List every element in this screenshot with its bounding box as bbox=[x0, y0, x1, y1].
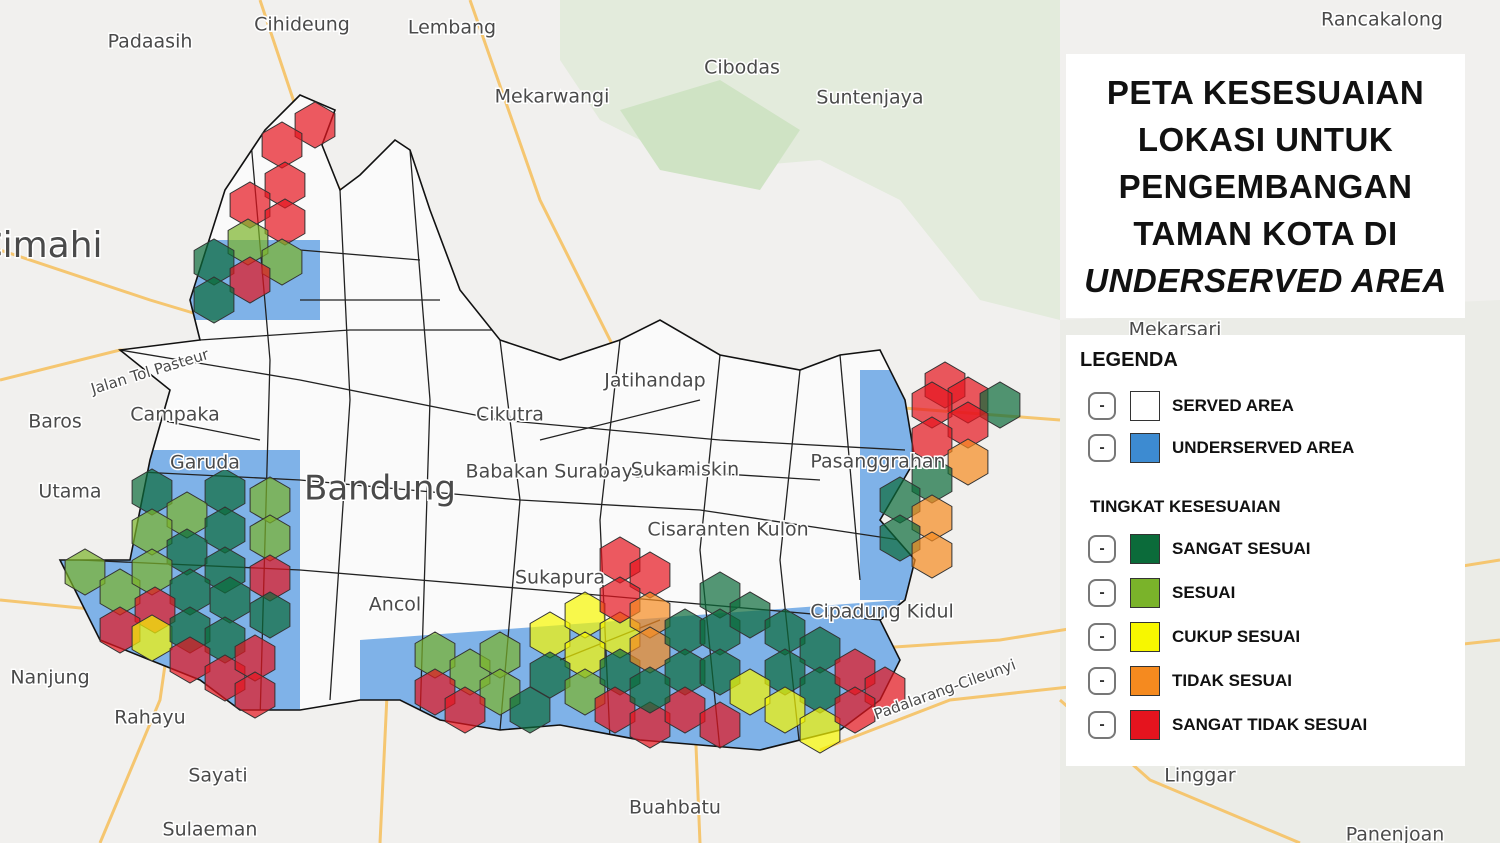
legend-item: - SANGAT TIDAK SESUAI bbox=[1088, 708, 1367, 742]
legend-label: SERVED AREA bbox=[1172, 396, 1294, 415]
place-label: Cipadung Kidul bbox=[810, 601, 954, 623]
place-label: Babakan Surabaya bbox=[466, 461, 645, 483]
place-label: Sayati bbox=[188, 765, 247, 787]
legend-swatch bbox=[1130, 534, 1160, 564]
hex-grid bbox=[64, 101, 1021, 754]
place-label: Cisaranten Kulon bbox=[647, 519, 808, 541]
place-label: Bandung bbox=[304, 469, 456, 509]
legend-item: - SESUAI bbox=[1088, 576, 1235, 610]
legend-label: TIDAK SESUAI bbox=[1172, 671, 1292, 690]
legend-item: - UNDERSERVED AREA bbox=[1088, 431, 1354, 465]
place-label: Mekarwangi bbox=[495, 86, 610, 108]
hexagon bbox=[879, 514, 921, 562]
legend-panel: LEGENDA - SERVED AREA - UNDERSERVED AREA TING… bbox=[1066, 335, 1465, 766]
place-label: Cikutra bbox=[476, 404, 544, 426]
hexagon bbox=[947, 438, 989, 486]
legend-heading: LEGENDA bbox=[1080, 349, 1178, 371]
hexagon bbox=[699, 701, 741, 749]
legend-swatch bbox=[1130, 666, 1160, 696]
hexagon bbox=[729, 668, 771, 716]
legend-item: - SERVED AREA bbox=[1088, 389, 1294, 423]
place-label: Rahayu bbox=[114, 707, 185, 729]
hexagon bbox=[99, 606, 141, 654]
hexagon bbox=[911, 531, 953, 579]
legend-item: - TIDAK SESUAI bbox=[1088, 664, 1292, 698]
legend-label: SANGAT SESUAI bbox=[1172, 539, 1311, 558]
place-label: Baros bbox=[28, 411, 82, 433]
title-panel: PETA KESESUAIAN LOKASI UNTUK PENGEMBANGAN T… bbox=[1066, 54, 1465, 318]
place-label: Ancol bbox=[369, 594, 421, 616]
place-label: Utama bbox=[38, 481, 101, 503]
place-label: Suntenjaya bbox=[816, 87, 923, 109]
place-label: Cibodas bbox=[704, 57, 780, 79]
title-line: PETA KESESUAIAN bbox=[1106, 73, 1425, 111]
toggle-button[interactable]: - bbox=[1088, 623, 1116, 651]
legend-item: - CUKUP SESUAI bbox=[1088, 620, 1300, 654]
hexagon bbox=[529, 651, 571, 699]
hexagon bbox=[193, 276, 235, 324]
place-label: Campaka bbox=[130, 404, 219, 426]
place-label: Nanjung bbox=[10, 667, 89, 689]
hexagon bbox=[764, 686, 806, 734]
hexagon bbox=[729, 591, 771, 639]
legend-swatch bbox=[1130, 578, 1160, 608]
toggle-button[interactable]: - bbox=[1088, 392, 1116, 420]
legend-swatch bbox=[1130, 622, 1160, 652]
hexagon bbox=[229, 256, 271, 304]
title-line: UNDERSERVED AREA bbox=[1084, 261, 1447, 299]
toggle-button[interactable]: - bbox=[1088, 579, 1116, 607]
hexagon bbox=[261, 238, 303, 286]
hexagon bbox=[234, 671, 276, 719]
hexagon bbox=[64, 548, 106, 596]
place-label: Sulaeman bbox=[163, 819, 258, 841]
place-labels: Cihideung Lembang Padaasih Rancakalong Cibod… bbox=[0, 7, 1446, 843]
place-label: Garuda bbox=[170, 452, 240, 474]
legend-label: UNDERSERVED AREA bbox=[1172, 438, 1355, 457]
title-line: LOKASI UNTUK bbox=[1137, 120, 1394, 158]
place-label: Cimahi bbox=[0, 225, 103, 266]
hexagon bbox=[979, 381, 1021, 429]
toggle-button[interactable]: - bbox=[1088, 535, 1116, 563]
hexagon bbox=[629, 666, 671, 714]
place-label: Sukapura bbox=[515, 567, 605, 589]
place-label: Cihideung bbox=[254, 14, 350, 36]
place-label: Rancakalong bbox=[1321, 9, 1443, 31]
place-label: Lembang bbox=[408, 17, 496, 39]
hexagon bbox=[169, 636, 211, 684]
toggle-button[interactable]: - bbox=[1088, 667, 1116, 695]
place-label: Linggar bbox=[1164, 765, 1236, 787]
legend-label: SESUAI bbox=[1172, 583, 1236, 602]
toggle-button[interactable]: - bbox=[1088, 711, 1116, 739]
hexagon bbox=[294, 101, 336, 149]
legend-subheading: TINGKAT KESESUAIAN bbox=[1090, 497, 1281, 516]
place-label: Jatihandap bbox=[603, 370, 705, 392]
title-line: TAMAN KOTA DI bbox=[1133, 214, 1398, 252]
legend-label: SANGAT TIDAK SESUAI bbox=[1172, 715, 1368, 734]
place-label: Sukamiskin bbox=[631, 459, 739, 481]
place-label: Panenjoan bbox=[1346, 824, 1445, 843]
place-label: Pasanggrahan bbox=[810, 451, 945, 473]
legend-item: - SANGAT SESUAI bbox=[1088, 532, 1311, 566]
place-label: Buahbatu bbox=[629, 797, 721, 819]
legend-swatch bbox=[1130, 433, 1160, 463]
legend-label: CUKUP SESUAI bbox=[1172, 627, 1301, 646]
toggle-button[interactable]: - bbox=[1088, 434, 1116, 462]
legend-swatch bbox=[1130, 391, 1160, 421]
hexagon bbox=[249, 591, 291, 639]
place-label: Padaasih bbox=[108, 31, 193, 53]
hexagon bbox=[444, 686, 486, 734]
legend-swatch bbox=[1130, 710, 1160, 740]
hexagon bbox=[834, 686, 876, 734]
title-line: PENGEMBANGAN bbox=[1118, 167, 1413, 205]
